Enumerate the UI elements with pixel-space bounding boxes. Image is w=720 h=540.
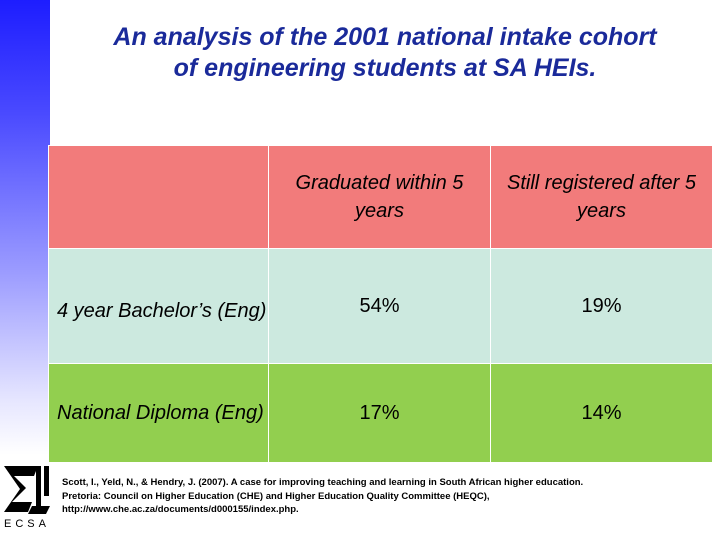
table-header-empty-cell — [48, 145, 269, 249]
ecsa-logo-text: ECSA — [4, 518, 50, 530]
cell-diploma-graduated: 17% — [268, 363, 491, 463]
slide-title-line-1: An analysis of the 2001 national intake … — [113, 23, 657, 51]
citation-line-3: http://www.che.ac.za/documents/d000155/i… — [62, 504, 299, 515]
cohort-table: Graduated within 5 years Still registere… — [48, 145, 713, 463]
row-label-national-diploma: National Diploma (Eng) — [48, 363, 269, 463]
slide-title: An analysis of the 2001 national intake … — [50, 22, 720, 84]
table-header-row: Graduated within 5 years Still registere… — [48, 145, 713, 249]
cell-bachelors-still-registered: 19% — [490, 248, 713, 364]
side-gradient-bar — [0, 0, 50, 455]
slide-title-line-2: of engineering students at SA HEIs. — [173, 54, 597, 82]
ecsa-logo-icon — [2, 462, 54, 536]
table-row: National Diploma (Eng) 17% 14% — [48, 363, 713, 463]
citation-text: Scott, I., Yeld, N., & Hendry, J. (2007)… — [62, 476, 712, 517]
table-header-still-registered: Still registered after 5 years — [490, 145, 713, 249]
table-header-graduated: Graduated within 5 years — [268, 145, 491, 249]
cell-bachelors-graduated: 54% — [268, 248, 491, 364]
citation-line-2: Pretoria: Council on Higher Education (C… — [62, 490, 490, 502]
ecsa-logo-mark-icon — [4, 466, 50, 514]
row-label-bachelors: 4 year Bachelor’s (Eng) — [48, 248, 269, 364]
cell-diploma-still-registered: 14% — [490, 363, 713, 463]
table-row: 4 year Bachelor’s (Eng) 54% 19% — [48, 248, 713, 364]
citation-line-1: Scott, I., Yeld, N., & Hendry, J. (2007)… — [62, 477, 584, 488]
